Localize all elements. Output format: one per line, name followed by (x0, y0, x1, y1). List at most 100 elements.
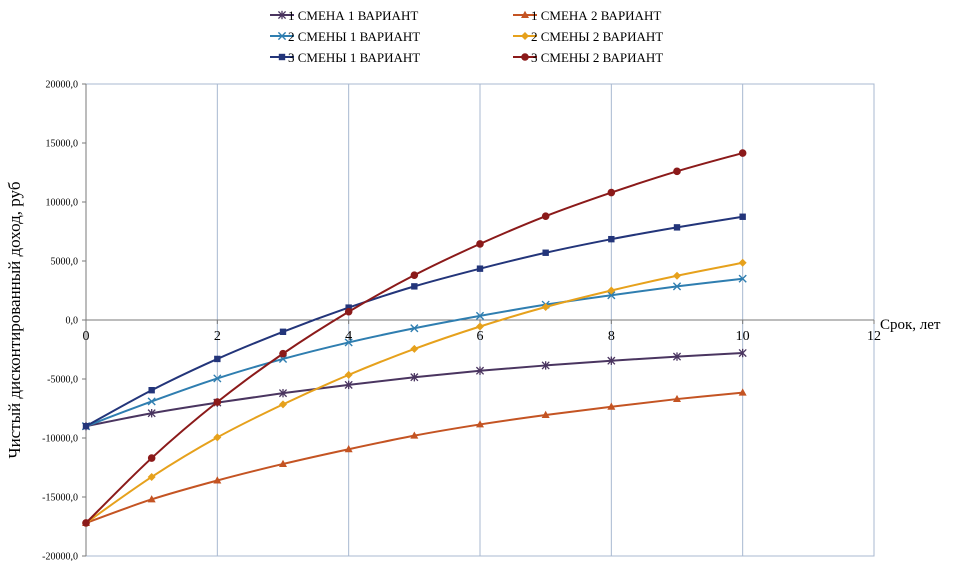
data-point (148, 387, 155, 394)
x-tick-label: 0 (83, 329, 90, 344)
data-point (279, 459, 287, 467)
data-point (607, 291, 616, 300)
y-axis-label: Чистый дисконтированный доход, руб (5, 182, 24, 459)
x-tick-label: 2 (214, 329, 221, 344)
data-point (738, 258, 747, 267)
data-point (344, 338, 353, 347)
x-tick-label: 4 (345, 329, 352, 344)
legend-marker (277, 31, 287, 41)
y-tick-label: -5000,0 (47, 375, 78, 386)
legend-item: 2 СМЕНЫ 2 ВАРИАНТ (513, 29, 663, 44)
x-axis-label: Срок, лет (880, 317, 941, 333)
data-point (147, 409, 156, 418)
x-tick-label: 6 (477, 329, 484, 344)
data-point (738, 348, 747, 358)
data-point (608, 235, 615, 243)
y-tick-label: -20000,0 (42, 552, 78, 561)
series-layer (81, 149, 747, 527)
y-tick-label: 10000,0 (46, 198, 79, 209)
data-point (673, 167, 681, 176)
legend-marker (521, 53, 529, 61)
legend-label: 3 СМЕНЫ 2 ВАРИАНТ (531, 50, 663, 65)
data-point (410, 324, 419, 333)
y-tick-label: -15000,0 (42, 493, 78, 504)
data-point (672, 282, 682, 291)
data-point (673, 394, 681, 403)
legend-label: 1 СМЕНА 2 ВАРИАНТ (531, 8, 661, 23)
y-tick-label: -10000,0 (42, 434, 78, 445)
data-point (475, 366, 485, 375)
data-point (738, 274, 747, 283)
legend-label: 1 СМЕНА 1 ВАРИАНТ (288, 8, 418, 23)
data-point (738, 388, 747, 396)
data-point (344, 445, 353, 453)
data-point (410, 431, 419, 439)
data-point (278, 388, 288, 398)
data-point (214, 355, 221, 363)
legend-item: 2 СМЕНЫ 1 ВАРИАНТ (270, 29, 420, 44)
data-point (607, 286, 616, 295)
data-point (345, 304, 352, 311)
data-point (410, 271, 419, 279)
y-tick-label: 15000,0 (46, 139, 79, 150)
data-point (344, 370, 353, 379)
series-line (85, 152, 743, 524)
data-point (147, 495, 156, 503)
legend-label: 2 СМЕНЫ 1 ВАРИАНТ (288, 29, 420, 44)
legend-label: 3 СМЕНЫ 1 ВАРИАНТ (288, 50, 420, 65)
y-tick-label: 5000,0 (51, 257, 79, 268)
data-point (673, 271, 681, 280)
data-point (739, 213, 746, 220)
data-point (344, 380, 353, 390)
data-point (344, 307, 353, 316)
data-point (147, 454, 156, 462)
series-line (85, 215, 743, 428)
data-point (607, 188, 616, 197)
data-point (476, 265, 484, 272)
series-line (85, 391, 743, 524)
legend-item: 1 СМЕНА 1 ВАРИАНТ (270, 8, 418, 23)
data-point (213, 433, 222, 442)
series-4 (82, 258, 747, 527)
legend-marker (521, 32, 529, 40)
legend-item: 3 СМЕНЫ 2 ВАРИАНТ (513, 50, 663, 65)
data-point (411, 283, 418, 290)
x-tick-label: 12 (867, 329, 881, 344)
legend-marker (277, 10, 287, 20)
data-point (213, 398, 222, 406)
data-point (541, 303, 550, 312)
data-point (541, 410, 550, 418)
data-point (147, 472, 156, 481)
data-point (541, 212, 550, 220)
series-1 (81, 348, 747, 431)
data-point (476, 322, 484, 331)
data-point (476, 240, 484, 248)
axes: 20000,0 15000,0 10000,0 5000,0 0,0 -5000,0 -10… (42, 80, 881, 561)
x-tick-label: 10 (736, 329, 750, 344)
data-point (475, 311, 485, 320)
data-point (82, 519, 90, 527)
data-point (410, 344, 419, 353)
data-point (410, 373, 419, 382)
data-point (542, 249, 549, 256)
data-point (607, 356, 616, 365)
data-point (82, 423, 90, 430)
data-point (279, 400, 287, 409)
x-tick-label: 8 (608, 329, 615, 344)
legend-label: 2 СМЕНЫ 2 ВАРИАНТ (531, 29, 663, 44)
data-point (213, 374, 222, 383)
data-point (672, 352, 682, 361)
data-point (607, 402, 616, 410)
data-point (213, 476, 222, 484)
data-point (147, 397, 156, 406)
legend-marker (278, 53, 286, 61)
series-6 (82, 149, 747, 527)
data-point (279, 328, 287, 335)
data-point (279, 349, 287, 358)
data-point (673, 224, 681, 231)
data-point (476, 420, 484, 428)
y-tick-label: 0,0 (66, 316, 79, 327)
legend-item: 1 СМЕНА 2 ВАРИАНТ (513, 8, 661, 23)
legend-marker (521, 10, 529, 18)
